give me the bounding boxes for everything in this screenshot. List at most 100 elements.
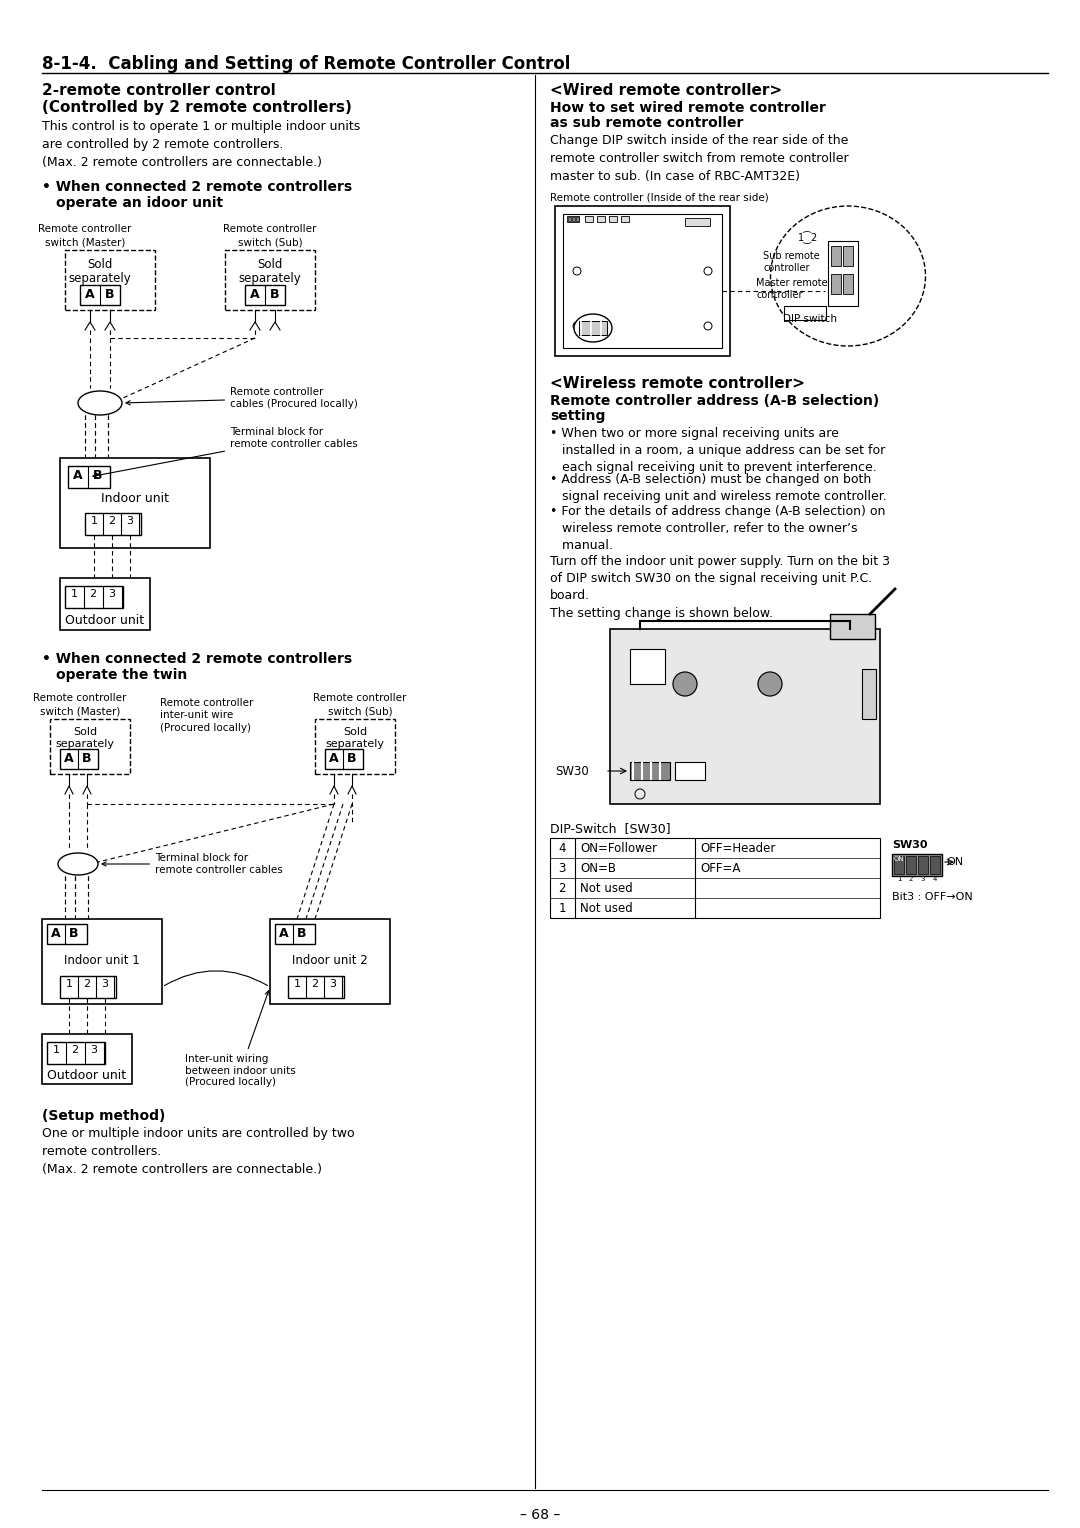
Text: <Wireless remote controller>: <Wireless remote controller> [550, 376, 805, 391]
Text: B: B [69, 927, 79, 940]
Text: 3: 3 [329, 979, 337, 989]
Text: A: A [280, 927, 288, 940]
Text: (Controlled by 2 remote controllers): (Controlled by 2 remote controllers) [42, 99, 352, 115]
Text: 3: 3 [91, 1045, 97, 1054]
Text: Change DIP switch inside of the rear side of the
remote controller switch from r: Change DIP switch inside of the rear sid… [550, 134, 849, 183]
Bar [892, 854, 942, 876]
Bar [60, 749, 98, 769]
Ellipse shape [58, 853, 98, 876]
Text: 8-1-4.  Cabling and Setting of Remote Controller Control: 8-1-4. Cabling and Setting of Remote Con… [42, 55, 570, 73]
Text: 2: 2 [908, 876, 914, 882]
Text: Remote controller: Remote controller [38, 225, 132, 234]
Text: ON: ON [946, 857, 963, 866]
Bar [567, 215, 579, 222]
Text: OFF=A: OFF=A [700, 862, 741, 876]
Bar [894, 856, 904, 874]
Text: 2: 2 [558, 882, 566, 895]
Text: switch (Master): switch (Master) [44, 237, 125, 248]
Text: Sold: Sold [87, 258, 112, 270]
Text: B: B [297, 927, 307, 940]
Bar [576, 217, 579, 222]
Ellipse shape [78, 391, 122, 416]
Bar [315, 720, 395, 775]
Circle shape [673, 672, 697, 695]
Text: Remote controller: Remote controller [313, 694, 407, 703]
Text: Indoor unit 2: Indoor unit 2 [292, 953, 368, 967]
Text: Remote controller (Inside of the rear side): Remote controller (Inside of the rear si… [550, 193, 769, 202]
Text: 1⁐2: 1⁐2 [798, 231, 819, 244]
Text: operate the twin: operate the twin [56, 668, 187, 681]
Text: separately: separately [69, 272, 132, 286]
Text: 3: 3 [102, 979, 108, 989]
Text: A: A [51, 927, 60, 940]
Text: SW30: SW30 [555, 764, 589, 778]
Text: B: B [82, 752, 92, 766]
Text: • When connected 2 remote controllers: • When connected 2 remote controllers [42, 180, 352, 194]
Text: This control is to operate 1 or multiple indoor units
are controlled by 2 remote: This control is to operate 1 or multiple… [42, 121, 361, 170]
Bar [85, 513, 141, 535]
Text: Sold: Sold [343, 727, 367, 736]
Bar [225, 251, 315, 310]
Text: (Setup method): (Setup method) [42, 1109, 165, 1123]
Text: 1: 1 [66, 979, 72, 989]
Text: Remote controller: Remote controller [33, 694, 126, 703]
Text: B: B [93, 469, 103, 481]
Bar [50, 720, 130, 775]
Text: Bit3 : OFF→ON: Bit3 : OFF→ON [892, 892, 973, 902]
Bar [918, 856, 928, 874]
Text: 1: 1 [294, 979, 300, 989]
Bar [48, 924, 87, 944]
Text: 1: 1 [53, 1045, 59, 1054]
Text: Turn off the indoor unit power supply. Turn on the bit 3
of DIP switch SW30 on t: Turn off the indoor unit power supply. T… [550, 555, 890, 602]
Text: • When connected 2 remote controllers: • When connected 2 remote controllers [42, 652, 352, 666]
Bar [48, 1042, 105, 1063]
Text: Indoor unit: Indoor unit [102, 492, 168, 504]
Text: B: B [348, 752, 356, 766]
Text: <Wired remote controller>: <Wired remote controller> [550, 83, 782, 98]
Text: ON: ON [894, 856, 905, 862]
Text: 3: 3 [558, 862, 566, 876]
Bar [843, 274, 853, 293]
Bar [550, 837, 880, 918]
Text: 2-remote controller control: 2-remote controller control [42, 83, 275, 98]
Text: 1: 1 [91, 516, 97, 526]
Text: 3: 3 [126, 516, 134, 526]
Text: DIP-Switch  [SW30]: DIP-Switch [SW30] [550, 822, 671, 834]
Text: 2: 2 [311, 979, 319, 989]
Text: • Address (A-B selection) must be changed on both
   signal receiving unit and w: • Address (A-B selection) must be change… [550, 474, 887, 503]
Text: separately: separately [55, 740, 114, 749]
Ellipse shape [770, 206, 926, 345]
Bar [245, 286, 285, 306]
Bar [80, 286, 120, 306]
Text: 1: 1 [70, 588, 78, 599]
Text: Remote controller: Remote controller [224, 225, 316, 234]
Bar [65, 587, 123, 608]
Text: Inter-unit wiring
between indoor units
(Procured locally): Inter-unit wiring between indoor units (… [185, 990, 296, 1088]
Text: • When two or more signal receiving units are
   installed in a room, a unique a: • When two or more signal receiving unit… [550, 426, 886, 474]
Text: 2: 2 [83, 979, 91, 989]
Text: Outdoor unit: Outdoor unit [66, 614, 145, 626]
Text: Sold: Sold [257, 258, 283, 270]
Bar [597, 215, 605, 222]
Bar [685, 219, 710, 226]
Text: How to set wired remote controller: How to set wired remote controller [550, 101, 826, 115]
Text: as sub remote controller: as sub remote controller [550, 116, 743, 130]
Text: ON=B: ON=B [580, 862, 616, 876]
Bar [579, 321, 607, 335]
Text: Sold: Sold [73, 727, 97, 736]
Bar [906, 856, 916, 874]
Text: Indoor unit 1: Indoor unit 1 [64, 953, 140, 967]
Text: 3: 3 [921, 876, 926, 882]
Text: Remote controller address (A-B selection): Remote controller address (A-B selection… [550, 394, 879, 408]
Bar [572, 217, 575, 222]
Bar [784, 306, 826, 319]
Text: – 68 –: – 68 – [519, 1508, 561, 1522]
Ellipse shape [573, 313, 612, 342]
Text: • For the details of address change (A-B selection) on
   wireless remote contro: • For the details of address change (A-B… [550, 504, 886, 552]
Bar [325, 749, 363, 769]
Bar [831, 274, 841, 293]
Bar [630, 762, 670, 779]
Bar [563, 214, 723, 348]
Bar [610, 630, 880, 804]
Bar [60, 578, 150, 630]
